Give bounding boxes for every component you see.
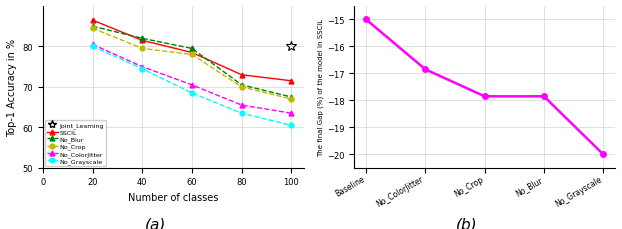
No_Blur [238,84,245,87]
No_Blur [188,48,196,51]
Line: No_Grayscale: No_Grayscale [90,45,294,128]
No_Crop [287,98,295,101]
No_Blur [139,38,146,41]
SSCIL [188,52,196,55]
X-axis label: Number of classes: Number of classes [128,192,218,202]
SSCIL [238,74,245,77]
SSCIL [139,40,146,43]
Line: No_ColorJitter: No_ColorJitter [90,43,294,116]
No_Grayscale [238,112,245,115]
Line: No_Crop: No_Crop [90,27,294,102]
No_Blur [89,26,96,28]
Text: (a): (a) [145,217,166,229]
Text: (b): (b) [456,217,477,229]
SSCIL [287,80,295,83]
Y-axis label: Top-1 Accuracy in %: Top-1 Accuracy in % [7,39,17,136]
No_Grayscale [287,124,295,127]
No_Crop [188,54,196,57]
No_Grayscale [139,68,146,71]
Legend: Joint_Learning, SSCIL, No_Blur, No_Crop, No_ColorJitter, No_Grayscale: Joint_Learning, SSCIL, No_Blur, No_Crop,… [45,121,106,166]
No_Grayscale [89,46,96,49]
SSCIL [89,20,96,22]
No_ColorJitter [89,44,96,46]
No_ColorJitter [238,104,245,107]
No_Crop [238,86,245,89]
No_ColorJitter [287,112,295,115]
Line: No_Blur: No_Blur [90,25,294,100]
No_Crop [139,48,146,51]
No_Crop [89,28,96,30]
Y-axis label: The final Gap (%) of the model in SSCIL: The final Gap (%) of the model in SSCIL [318,19,324,156]
Line: SSCIL: SSCIL [90,19,294,84]
No_Grayscale [188,92,196,95]
No_ColorJitter [188,84,196,87]
No_Blur [287,96,295,99]
No_ColorJitter [139,66,146,69]
